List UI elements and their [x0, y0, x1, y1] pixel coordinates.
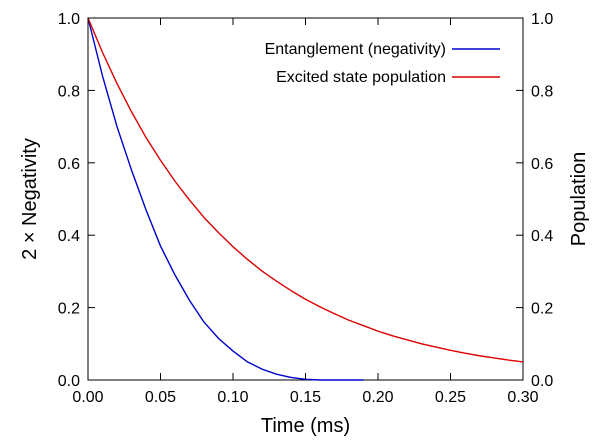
x-tick-label: 0.10: [217, 389, 248, 406]
y-right-tick-label: 0.2: [531, 301, 553, 318]
series-group: [87, 17, 524, 381]
x-tick-label: 0.20: [362, 389, 393, 406]
tick-group: 0.00 0.05 0.10 0.15 0.20 0.25 0.300.00.20.40.6…: [58, 11, 554, 406]
y-right-tick-label: 0.0: [531, 373, 553, 390]
x-tick-label: 0.05: [145, 389, 176, 406]
legend: Entanglement (negativity) Excited state …: [265, 41, 500, 86]
y-left-tick-label: 0.2: [58, 301, 80, 318]
y-left-tick-label: 0.4: [58, 228, 80, 245]
y-left-tick-label: 0.0: [58, 373, 80, 390]
y-left-tick-label: 0.6: [58, 156, 80, 173]
legend-label-population: Excited state population: [276, 69, 446, 86]
x-axis-title: Time (ms): [261, 415, 350, 437]
y-axis-right-title: Population: [568, 152, 590, 247]
y-right-tick-label: 0.4: [531, 228, 553, 245]
x-tick-label: 0.30: [507, 389, 538, 406]
y-right-tick-label: 0.8: [531, 83, 553, 100]
x-tick-label: 0.00: [72, 389, 103, 406]
y-axis-left-title: 2 × Negativity: [19, 138, 41, 260]
y-right-tick-label: 0.6: [531, 156, 553, 173]
series-line-entanglement: [87, 17, 364, 381]
legend-label-entanglement: Entanglement (negativity): [265, 41, 446, 58]
y-right-tick-label: 1.0: [531, 11, 553, 28]
series-line-population: [87, 17, 524, 363]
y-left-tick-label: 0.8: [58, 83, 80, 100]
y-left-tick-label: 1.0: [58, 11, 80, 28]
x-tick-label: 0.15: [290, 389, 321, 406]
x-tick-label: 0.25: [435, 389, 466, 406]
